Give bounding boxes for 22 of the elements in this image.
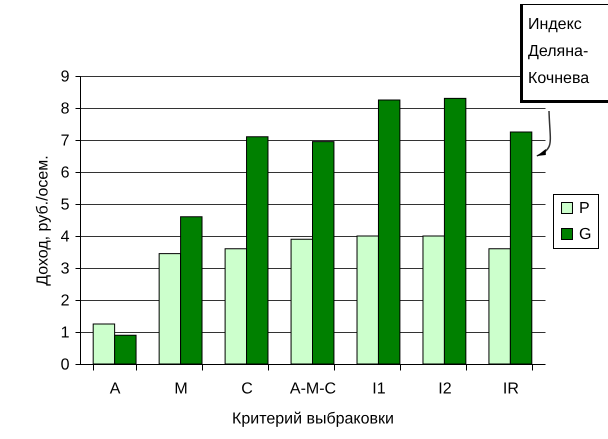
- legend-label: P: [579, 200, 590, 217]
- y-tick-label: 6: [60, 164, 70, 182]
- y-tick-label: 0: [60, 356, 70, 374]
- x-tick-label: C: [241, 380, 253, 398]
- y-tick-label: 1: [60, 324, 70, 342]
- x-tick-label: A-M-C: [290, 380, 336, 398]
- y-tick-label: 5: [60, 196, 70, 214]
- y-tick-label: 9: [60, 68, 70, 86]
- x-axis-title: Критерий выбраковки: [232, 410, 394, 428]
- x-tick-label: A: [110, 380, 121, 398]
- y-tick-label: 3: [60, 260, 70, 278]
- y-axis-title: Доход, руб./осем.: [34, 155, 52, 286]
- x-tick-label: I2: [438, 380, 452, 398]
- y-tick-label: 4: [60, 228, 70, 246]
- x-tick-label: M: [174, 380, 188, 398]
- y-tick-label: 2: [60, 292, 70, 310]
- x-tick-label: IR: [502, 380, 519, 398]
- y-tick-label: 7: [60, 132, 70, 150]
- x-tick-label: I1: [372, 380, 386, 398]
- annotation: Индекс Деляна-Кочнева: [520, 4, 608, 103]
- y-tick-label: 8: [60, 100, 70, 118]
- legend-label: G: [579, 226, 592, 243]
